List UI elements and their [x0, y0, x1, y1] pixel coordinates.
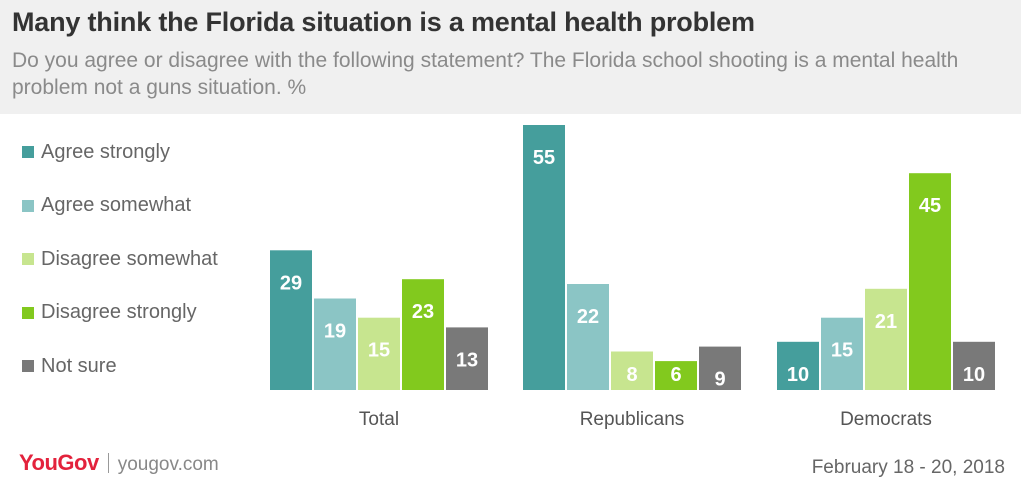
x-tick-label-democrats: Democrats — [840, 409, 932, 430]
logo-url-text: yougov.com — [117, 454, 219, 475]
legend-item-not-sure: Not sure — [22, 354, 117, 378]
data-label: 15 — [368, 340, 390, 362]
bar-democrats-not-sure — [953, 341, 995, 390]
bar-democrats-agree-strongly — [777, 341, 819, 390]
bar-total-not-sure — [446, 327, 488, 390]
yougov-logo: YouGov yougov.com — [19, 450, 219, 476]
chart-subtitle: Do you agree or disagree with the follow… — [12, 49, 959, 99]
data-label: 19 — [324, 321, 346, 343]
legend-swatch — [22, 306, 34, 319]
logo-divider — [107, 453, 109, 473]
bar-republicans-not-sure — [699, 346, 741, 390]
legend-label: Disagree strongly — [41, 301, 197, 323]
legend-label: Not sure — [41, 354, 117, 377]
bar-republicans-agree-somewhat — [567, 284, 609, 390]
logo-brand-text: YouGov — [19, 450, 99, 475]
x-tick-label-total: Total — [359, 409, 399, 430]
bar-total-disagree-somewhat — [358, 317, 400, 390]
data-label: 9 — [714, 369, 725, 391]
legend-swatch — [22, 146, 34, 158]
legend-item-agree-strongly: Agree strongly — [22, 140, 170, 164]
survey-date-range: February 18 - 20, 2018 — [811, 457, 1005, 478]
legend-item-disagree-strongly: Disagree strongly — [22, 301, 197, 325]
bar-democrats-disagree-strongly — [909, 173, 951, 390]
legend-label: Agree somewhat — [41, 194, 192, 216]
bar-total-agree-strongly — [270, 250, 312, 390]
legend-swatch — [22, 253, 34, 265]
data-label: 10 — [963, 364, 985, 386]
legend-swatch — [22, 360, 34, 372]
data-label: 22 — [577, 306, 599, 328]
legend-swatch — [22, 199, 34, 212]
legend-item-disagree-somewhat: Disagree somewhat — [22, 247, 218, 271]
data-label: 15 — [831, 340, 853, 362]
bar-democrats-agree-somewhat — [821, 317, 863, 390]
data-label: 45 — [919, 195, 941, 217]
data-label: 8 — [626, 364, 637, 386]
data-label: 29 — [280, 272, 302, 294]
data-label: 23 — [412, 301, 434, 323]
data-label: 21 — [875, 311, 897, 333]
legend-item-agree-somewhat: Agree somewhat — [22, 194, 191, 218]
data-label: 6 — [670, 364, 681, 386]
data-label: 13 — [456, 349, 478, 371]
chart-header: Many think the Florida situation is a me… — [0, 0, 1021, 114]
bar-republicans-agree-strongly — [523, 125, 565, 390]
bar-republicans-disagree-strongly — [655, 361, 697, 390]
bar-total-agree-somewhat — [314, 298, 356, 390]
legend-label: Agree strongly — [41, 140, 170, 163]
x-tick-label-republicans: Republicans — [580, 409, 685, 430]
bar-republicans-disagree-somewhat — [611, 351, 653, 390]
data-label: 55 — [533, 147, 555, 169]
bar-total-disagree-strongly — [402, 279, 444, 390]
data-label: 10 — [787, 364, 809, 386]
bar-democrats-disagree-somewhat — [865, 288, 907, 390]
chart-title: Many think the Florida situation is a me… — [12, 7, 755, 37]
legend-label: Disagree somewhat — [41, 247, 218, 270]
